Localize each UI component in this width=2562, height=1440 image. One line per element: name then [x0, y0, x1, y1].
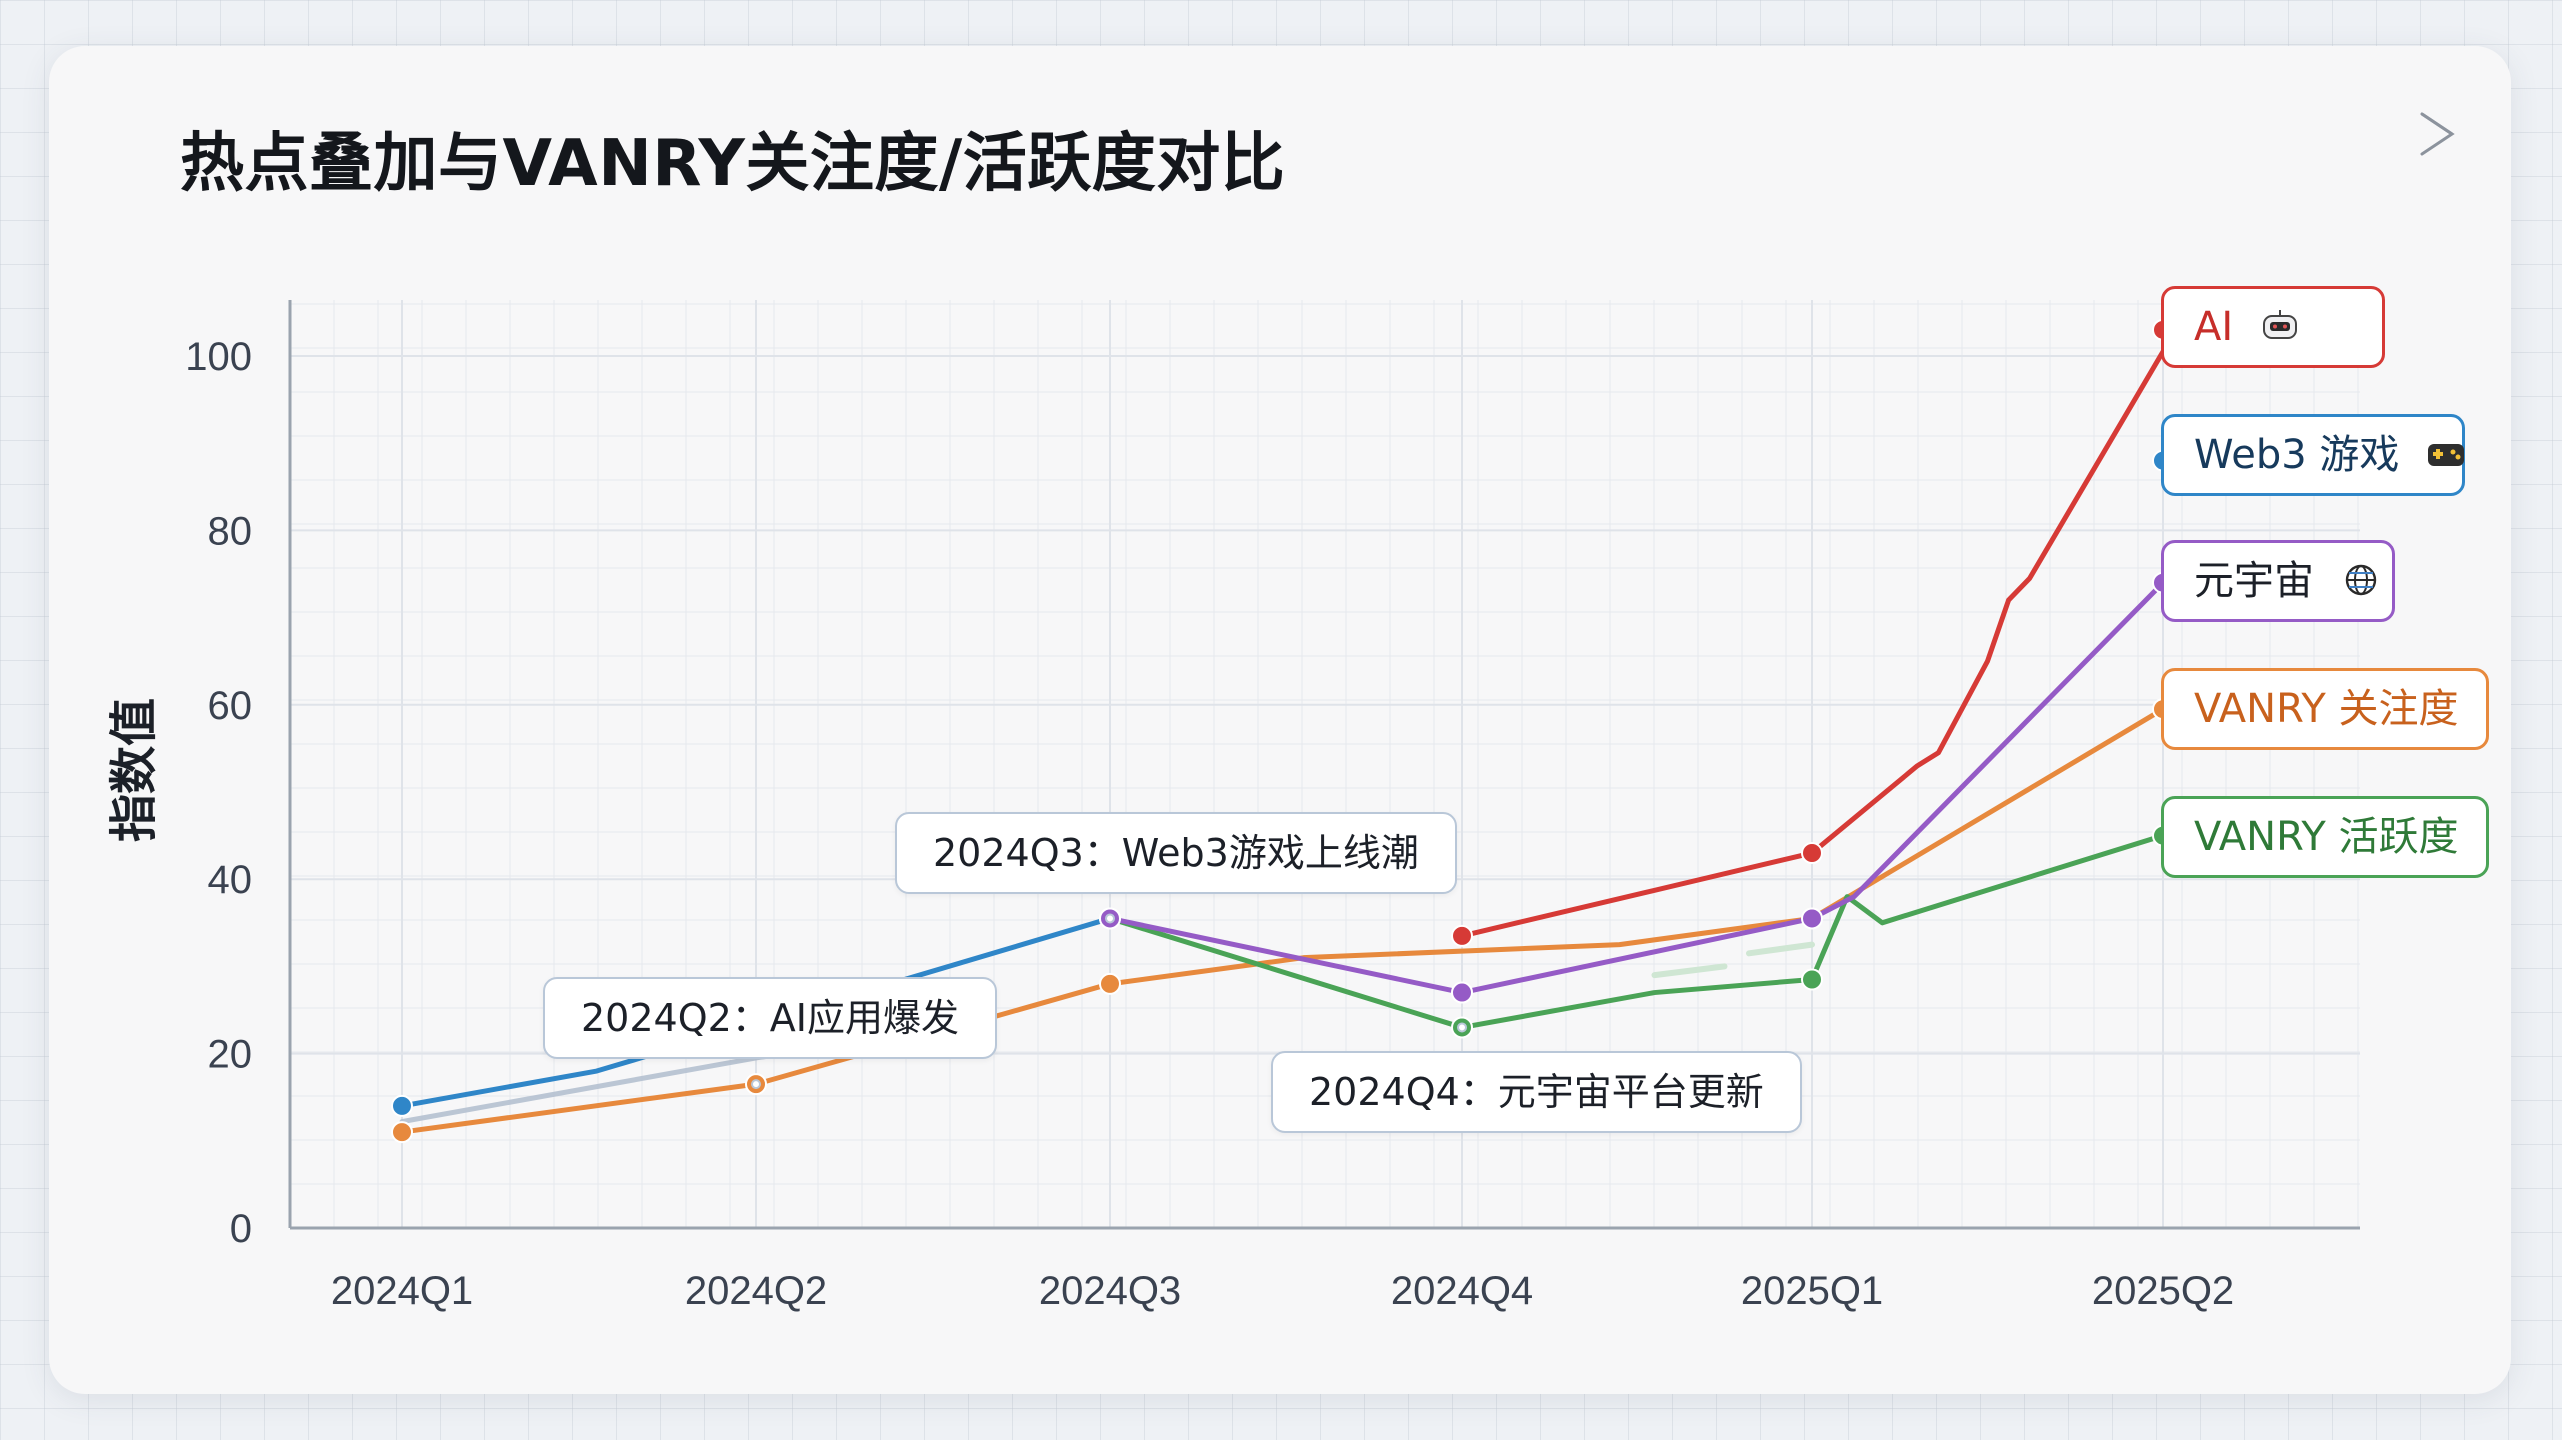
x-tick-label: 2025Q2	[2092, 1269, 2234, 1313]
y-tick-label: 20	[208, 1033, 253, 1077]
chart-card	[49, 46, 2511, 1394]
data-point-vanry-attention	[1099, 972, 1121, 995]
axes	[288, 300, 2360, 1230]
legend-label-ai: AI	[2194, 304, 2234, 350]
legend-label-vanry-attention: VANRY 关注度	[2194, 686, 2459, 732]
legend-item-metaverse: 元宇宙	[2161, 540, 2395, 622]
legend-item-vanry-attention: VANRY 关注度	[2161, 668, 2489, 750]
y-tick-label: 60	[208, 684, 253, 728]
data-point-web3	[391, 1094, 413, 1117]
legend-item-web3: Web3 游戏	[2161, 414, 2465, 496]
series-line-web3	[399, 915, 1113, 1109]
data-point-vanry-attention	[391, 1121, 413, 1144]
x-tick-label: 2024Q4	[1391, 1269, 1533, 1313]
chart-title: 热点叠加与VANRY关注度/活跃度对比	[180, 127, 1286, 201]
annotation-2024q2: 2024Q2：AI应用爆发	[543, 977, 997, 1059]
data-point-ai	[1801, 842, 1823, 865]
x-tick-label: 2024Q1	[331, 1269, 473, 1313]
annotation-pointer-2024q2	[751, 1079, 761, 1090]
data-point-vanry-activity	[1801, 968, 1823, 991]
series-line-ai	[1459, 349, 2166, 939]
data-point-ai	[1451, 924, 1473, 947]
y-axis-label: 指数值	[106, 698, 162, 842]
annotation-pointer-2024q3	[1105, 913, 1115, 924]
legend-item-vanry-activity: VANRY 活跃度	[2161, 796, 2489, 878]
y-tick-label: 100	[185, 335, 252, 379]
y-tick-label: 0	[230, 1207, 252, 1251]
close-icon[interactable]	[2408, 104, 2468, 164]
annotation-2024q4: 2024Q4：元宇宙平台更新	[1271, 1051, 1802, 1133]
y-tick-label: 80	[208, 509, 253, 553]
legend-item-ai: AI	[2161, 286, 2385, 368]
legend-label-web3: Web3 游戏	[2194, 432, 2400, 478]
data-point-metaverse	[1451, 981, 1473, 1004]
annotation-pointer-2024q4	[1457, 1022, 1467, 1033]
annotation-2024q3: 2024Q3：Web3游戏上线潮	[895, 812, 1457, 894]
robot-icon	[2262, 310, 2297, 339]
x-tick-labels: 2024Q1 2024Q2 2024Q3 2024Q4 2025Q1 2025Q2	[331, 1269, 2234, 1313]
gamepad-icon	[2428, 444, 2465, 466]
y-tick-labels: 0 20 40 60 80 100	[185, 335, 252, 1251]
legend-label-metaverse: 元宇宙	[2194, 558, 2314, 604]
data-point-metaverse	[1801, 907, 1823, 930]
faint-series-line	[1746, 941, 1815, 957]
x-tick-label: 2024Q3	[1039, 1269, 1181, 1313]
legend-label-vanry-activity: VANRY 活跃度	[2194, 814, 2459, 860]
globe-icon	[2345, 564, 2376, 596]
faint-series-line	[1651, 963, 1728, 979]
x-tick-label: 2024Q2	[685, 1269, 827, 1313]
y-tick-label: 40	[208, 858, 253, 902]
x-tick-label: 2025Q1	[1741, 1269, 1883, 1313]
